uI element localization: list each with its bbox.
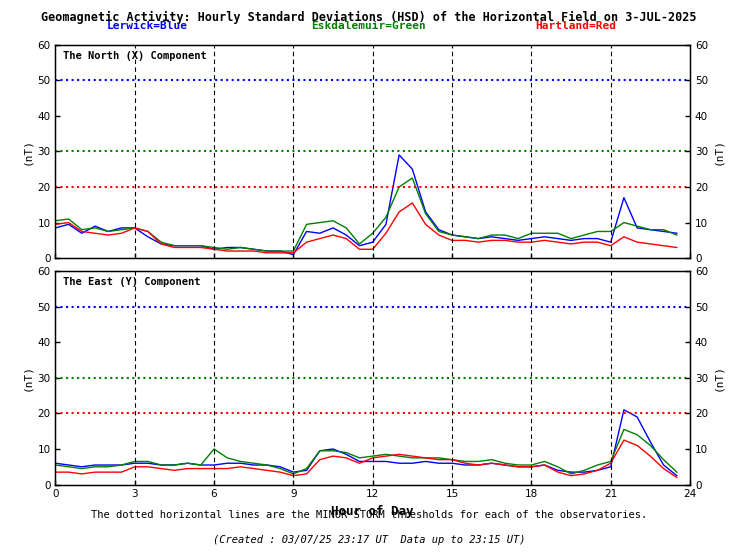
Text: The dotted horizontal lines are the MINOR STORM thresholds for each of the obser: The dotted horizontal lines are the MINO… <box>91 510 647 520</box>
Text: Lerwick=Blue: Lerwick=Blue <box>107 21 188 31</box>
Text: Hartland=Red: Hartland=Red <box>535 21 616 31</box>
Text: (Created : 03/07/25 23:17 UT  Data up to 23:15 UT): (Created : 03/07/25 23:17 UT Data up to … <box>213 535 525 545</box>
Y-axis label: (nT): (nT) <box>714 364 723 391</box>
Y-axis label: (nT): (nT) <box>714 138 723 165</box>
X-axis label: Hour of Day: Hour of Day <box>331 505 414 518</box>
Y-axis label: (nT): (nT) <box>22 364 32 391</box>
Y-axis label: (nT): (nT) <box>22 138 32 165</box>
Text: The East (Y) Component: The East (Y) Component <box>63 277 201 287</box>
Text: Eskdalemuir=Green: Eskdalemuir=Green <box>311 21 427 31</box>
Text: The North (X) Component: The North (X) Component <box>63 51 207 61</box>
Text: Geomagnetic Activity: Hourly Standard Deviations (HSD) of the Horizontal Field o: Geomagnetic Activity: Hourly Standard De… <box>41 11 697 25</box>
